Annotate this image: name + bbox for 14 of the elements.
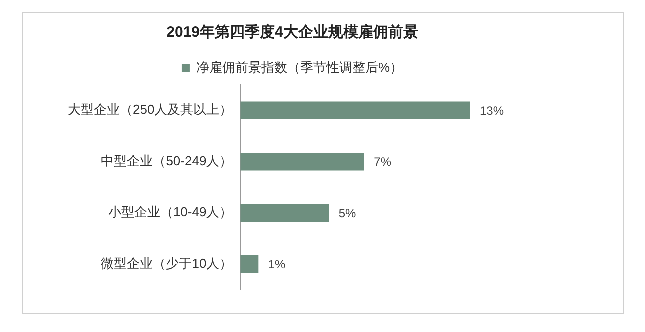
bar <box>240 102 470 120</box>
y-tick-label: 大型企业（250人及其以上） <box>68 102 233 118</box>
data-label: 13% <box>480 104 504 118</box>
bar <box>240 153 364 171</box>
bar <box>240 204 330 222</box>
legend-label: 净雇佣前景指数（季节性调整后%） <box>196 60 404 76</box>
data-label: 1% <box>268 258 286 272</box>
bar <box>240 256 259 274</box>
y-tick-label: 中型企业（50-249人） <box>101 153 233 168</box>
data-label: 5% <box>338 206 357 220</box>
chart-title: 2019年第四季度4大企业规模雇佣前景 <box>166 23 418 42</box>
y-tick-label: 微型企业（少于10人） <box>101 256 233 271</box>
y-tick-label: 小型企业（10-49人） <box>108 204 233 220</box>
data-label: 7% <box>374 155 392 170</box>
